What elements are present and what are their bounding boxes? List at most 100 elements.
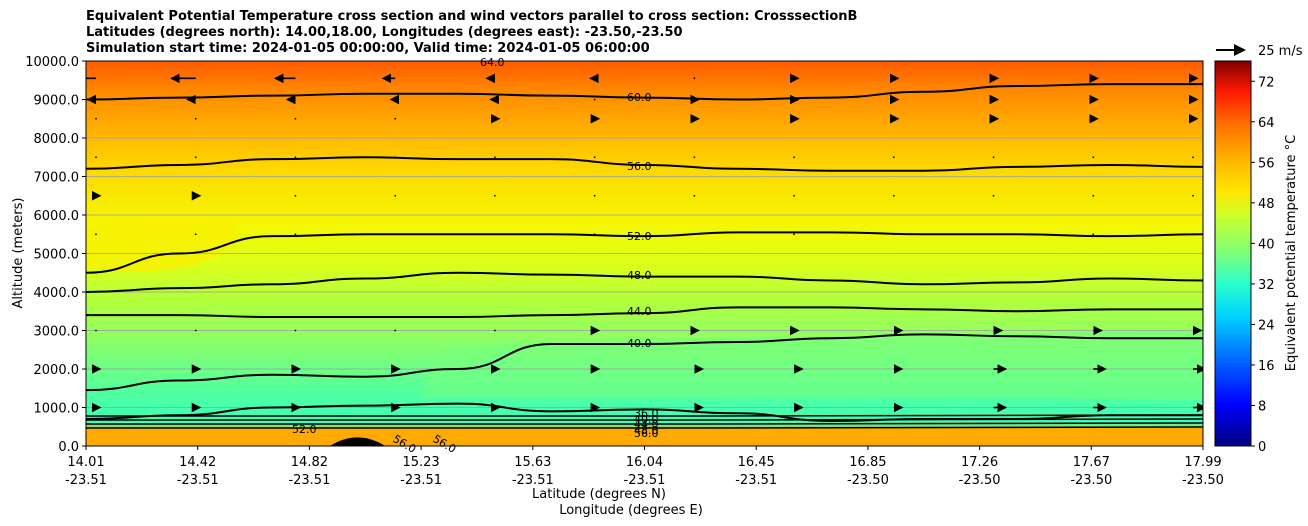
wind-vector	[394, 233, 397, 236]
colorbar-tick-label: 8	[1258, 399, 1266, 414]
wind-vector	[95, 117, 97, 120]
wind-vector	[1092, 194, 1095, 197]
wind-vector	[992, 194, 995, 197]
wind-vector	[793, 156, 795, 159]
wind-vector	[693, 194, 696, 197]
wind-vector	[294, 329, 297, 332]
contour-surface-1	[86, 418, 1203, 421]
wind-vector	[1092, 233, 1095, 236]
wind-vector	[95, 156, 97, 159]
terrain-blob	[330, 437, 385, 446]
quiver-key-label: 25 m/s	[1258, 44, 1303, 59]
wind-vector	[793, 233, 795, 236]
x-tick-label-lon: -23.51	[65, 473, 107, 488]
wind-vector	[494, 233, 496, 236]
wind-vector	[593, 98, 596, 101]
contour-surface-2	[86, 422, 1203, 425]
colorbar: 0 8 16 24 32 40 48 56 64 72 Equivalent potential …	[1214, 60, 1299, 455]
wind-vector	[95, 329, 97, 332]
contour-label-52b: 52.0	[292, 423, 317, 436]
contours	[86, 83, 1203, 429]
contour-surface-0	[86, 414, 1203, 417]
wind-vector	[494, 329, 496, 332]
chart-title: Equivalent Potential Temperature cross s…	[86, 9, 857, 56]
wind-vector	[294, 156, 297, 159]
x-tick-label-lat: 16.85	[849, 455, 886, 470]
wind-vector	[1192, 194, 1194, 197]
contour-52	[86, 231, 1203, 274]
contour-label-52: 52.0	[627, 230, 652, 243]
theta-e-patch-2	[420, 330, 1203, 400]
x-tick-label-lon: -23.50	[1182, 473, 1224, 488]
x-tick-label-lon: -23.51	[624, 473, 666, 488]
wind-vector	[194, 156, 197, 159]
wind-vector	[593, 233, 596, 236]
wind-vector	[394, 117, 397, 120]
x-axis-label-lon: Longitude (degrees E)	[559, 503, 703, 518]
wind-vector	[494, 156, 496, 159]
wind-vector	[693, 156, 696, 159]
contour-label-48b: 48.0	[634, 424, 659, 437]
wind-vector	[793, 194, 795, 197]
x-tick-label-lon: -23.51	[288, 473, 330, 488]
y-tick-label: 5000.0	[34, 248, 80, 263]
wind-vector	[593, 156, 596, 159]
y-tick-label: 2000.0	[34, 363, 80, 378]
colorbar-label: Equivalent potential temperature °C	[1284, 135, 1299, 371]
contour-label-36: 36.0	[634, 407, 659, 420]
x-tick-label-lat: 14.82	[291, 455, 328, 470]
wind-vector	[892, 233, 895, 236]
y-axis-label: Altitude (meters)	[11, 198, 26, 309]
contour-label-64: 64.0	[480, 56, 505, 69]
colorbar-tick-label: 24	[1258, 318, 1275, 333]
colorbar-tick-label: 56	[1258, 156, 1275, 171]
colorbar-tick-label: 72	[1258, 75, 1275, 90]
wind-vector	[294, 194, 297, 197]
y-axis: 0.0 1000.0 2000.0 3000.0 4000.0 5000.0 6000.0 7…	[25, 55, 86, 455]
contour-label-44b: 44.0	[634, 418, 659, 431]
wind-vector	[294, 233, 297, 236]
wind-vector	[593, 194, 596, 197]
x-tick-label-lat: 16.04	[626, 455, 663, 470]
x-tick-label-lat: 17.99	[1184, 455, 1221, 470]
contour-label-44: 44.0	[627, 305, 652, 318]
contour-label-40b: 40.0	[634, 413, 659, 426]
contour-label-48: 48.0	[627, 269, 652, 282]
colorbar-ticks: 0 8 16 24 32 40 48 56 64 72	[1251, 75, 1275, 455]
wind-vector	[992, 156, 995, 159]
x-tick-label-lon: -23.50	[1070, 473, 1112, 488]
contour-56	[86, 156, 1203, 172]
wind-vector	[394, 194, 397, 197]
wind-vector	[394, 156, 397, 159]
wind-vector	[194, 233, 197, 236]
wind-vector	[1192, 233, 1194, 236]
contour-surface-3	[86, 426, 1203, 429]
contour-48	[86, 271, 1203, 293]
contour-60	[86, 83, 1203, 101]
colorbar-tick-label: 48	[1258, 197, 1275, 212]
wind-vector	[693, 77, 696, 80]
title-line-2: Latitudes (degrees north): 14.00,18.00, …	[86, 25, 683, 40]
x-tick-label-lon: -23.51	[177, 473, 219, 488]
theta-e-patch-1	[86, 210, 239, 272]
x-tick-label-lat: 17.67	[1073, 455, 1110, 470]
wind-vector	[892, 194, 895, 197]
contour-40	[86, 333, 1203, 392]
grid	[86, 99, 1203, 408]
x-tick-label-lat: 17.26	[961, 455, 998, 470]
wind-vector	[892, 156, 895, 159]
contour-label-56: 56.0	[627, 160, 652, 173]
quiver-key: 25 m/s	[1216, 44, 1303, 59]
colorbar-tick-label: 64	[1258, 116, 1275, 131]
contour-label-56b: 56.0	[634, 427, 659, 440]
x-tick-label-lat: 15.23	[402, 455, 439, 470]
wind-vector	[294, 117, 297, 120]
x-axis-label-lat: Latitude (degrees N)	[532, 487, 666, 502]
x-tick-label-lat: 15.63	[514, 455, 551, 470]
wind-vector	[693, 233, 696, 236]
colorbar-tick-label: 16	[1258, 359, 1275, 374]
contour-label-40: 40.0	[627, 337, 652, 350]
x-tick-label-lon: -23.50	[847, 473, 889, 488]
colorbar-tick-label: 0	[1258, 440, 1266, 455]
